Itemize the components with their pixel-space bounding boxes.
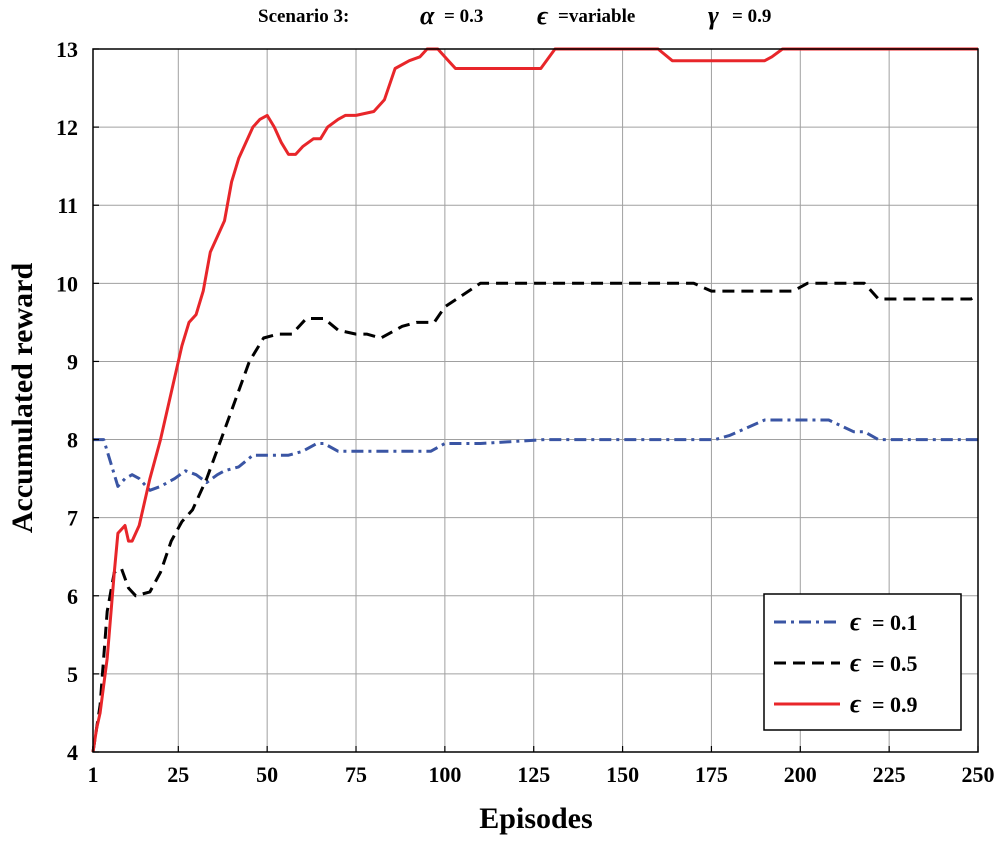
x-axis-label: Episodes bbox=[479, 802, 592, 835]
y-tick-label: 13 bbox=[56, 37, 78, 62]
title-prefix: Scenario 3: bbox=[258, 6, 349, 27]
y-tick-label: 11 bbox=[57, 193, 78, 218]
y-tick-label: 8 bbox=[67, 428, 78, 453]
title-epsilon-symbol: ϵ bbox=[537, 1, 549, 30]
series-line-2 bbox=[91, 281, 979, 753]
y-tick-label: 9 bbox=[67, 349, 78, 374]
x-tick-label: 1 bbox=[88, 762, 99, 787]
title-epsilon-value: =variable bbox=[558, 6, 635, 27]
legend-epsilon-symbol: ϵ bbox=[850, 648, 862, 677]
y-tick-label: 10 bbox=[56, 271, 78, 296]
x-tick-label: 150 bbox=[606, 762, 639, 787]
y-axis-label: Accumulated reward bbox=[6, 263, 39, 534]
legend: ϵ = 0.1 ϵ = 0.5 ϵ = 0.9 bbox=[763, 593, 962, 731]
x-tick-label: 175 bbox=[695, 762, 728, 787]
y-tick-label: 5 bbox=[67, 662, 78, 687]
y-tick-label: 6 bbox=[67, 584, 78, 609]
legend-label-2: = 0.5 bbox=[872, 651, 918, 676]
x-tick-label: 250 bbox=[962, 762, 995, 787]
x-tick-label: 100 bbox=[428, 762, 461, 787]
x-tick-label: 225 bbox=[873, 762, 906, 787]
x-tick-label: 200 bbox=[784, 762, 817, 787]
tick-labels: 1 25 50 75 100 125 150 175 200 225 250456789101112… bbox=[56, 37, 995, 787]
y-tick-label: 12 bbox=[56, 115, 78, 140]
title-alpha-symbol: α bbox=[420, 1, 435, 30]
title-alpha-value: = 0.3 bbox=[444, 6, 483, 27]
chart-title: Scenario 3: α = 0.3 ϵ =variable γ = 0.9 bbox=[258, 1, 771, 30]
series-lines bbox=[91, 47, 979, 753]
title-gamma-value: = 0.9 bbox=[732, 6, 771, 27]
plot-frame bbox=[92, 48, 979, 753]
y-tick-label: 7 bbox=[67, 506, 78, 531]
legend-epsilon-symbol: ϵ bbox=[850, 689, 862, 718]
title-gamma-symbol: γ bbox=[708, 1, 719, 30]
series-line-1 bbox=[93, 418, 978, 492]
series-line-3 bbox=[91, 47, 978, 753]
x-tick-label: 50 bbox=[256, 762, 278, 787]
x-tick-label: 25 bbox=[167, 762, 189, 787]
x-tick-label: 75 bbox=[345, 762, 367, 787]
x-tick-label: 125 bbox=[517, 762, 550, 787]
legend-label-3: = 0.9 bbox=[872, 692, 918, 717]
y-tick-label: 4 bbox=[67, 740, 78, 765]
legend-label-1: = 0.1 bbox=[872, 610, 918, 635]
legend-epsilon-symbol: ϵ bbox=[850, 607, 862, 636]
